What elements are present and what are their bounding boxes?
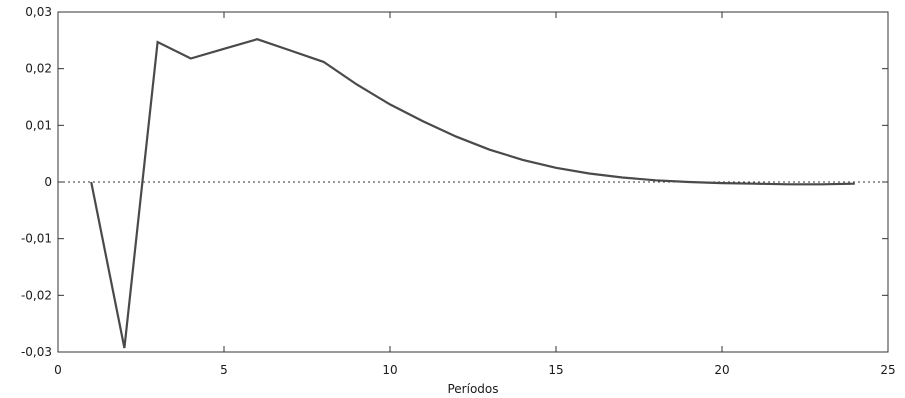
x-tick-label: 0	[54, 363, 62, 377]
y-tick-label: 0,03	[25, 5, 52, 19]
y-tick-label: -0,02	[21, 288, 52, 302]
x-axis-ticks: 0 5 10 15 20 25	[54, 12, 896, 377]
series-line	[90, 38, 855, 349]
x-axis-title: Períodos	[447, 382, 498, 396]
y-tick-label: -0,01	[21, 232, 52, 246]
x-tick-label: 20	[714, 363, 729, 377]
y-axis-ticks: 0,03 0,02 0,01 0 -0,01 -0,02 -0,03	[21, 5, 888, 359]
y-tick-label: 0,02	[25, 62, 52, 76]
y-tick-label: 0	[44, 175, 52, 189]
y-tick-label: 0,01	[25, 118, 52, 132]
x-tick-label: 25	[880, 363, 895, 377]
y-tick-label: -0,03	[21, 345, 52, 359]
x-tick-label: 10	[382, 363, 397, 377]
x-tick-label: 5	[220, 363, 228, 377]
x-tick-label: 15	[548, 363, 563, 377]
